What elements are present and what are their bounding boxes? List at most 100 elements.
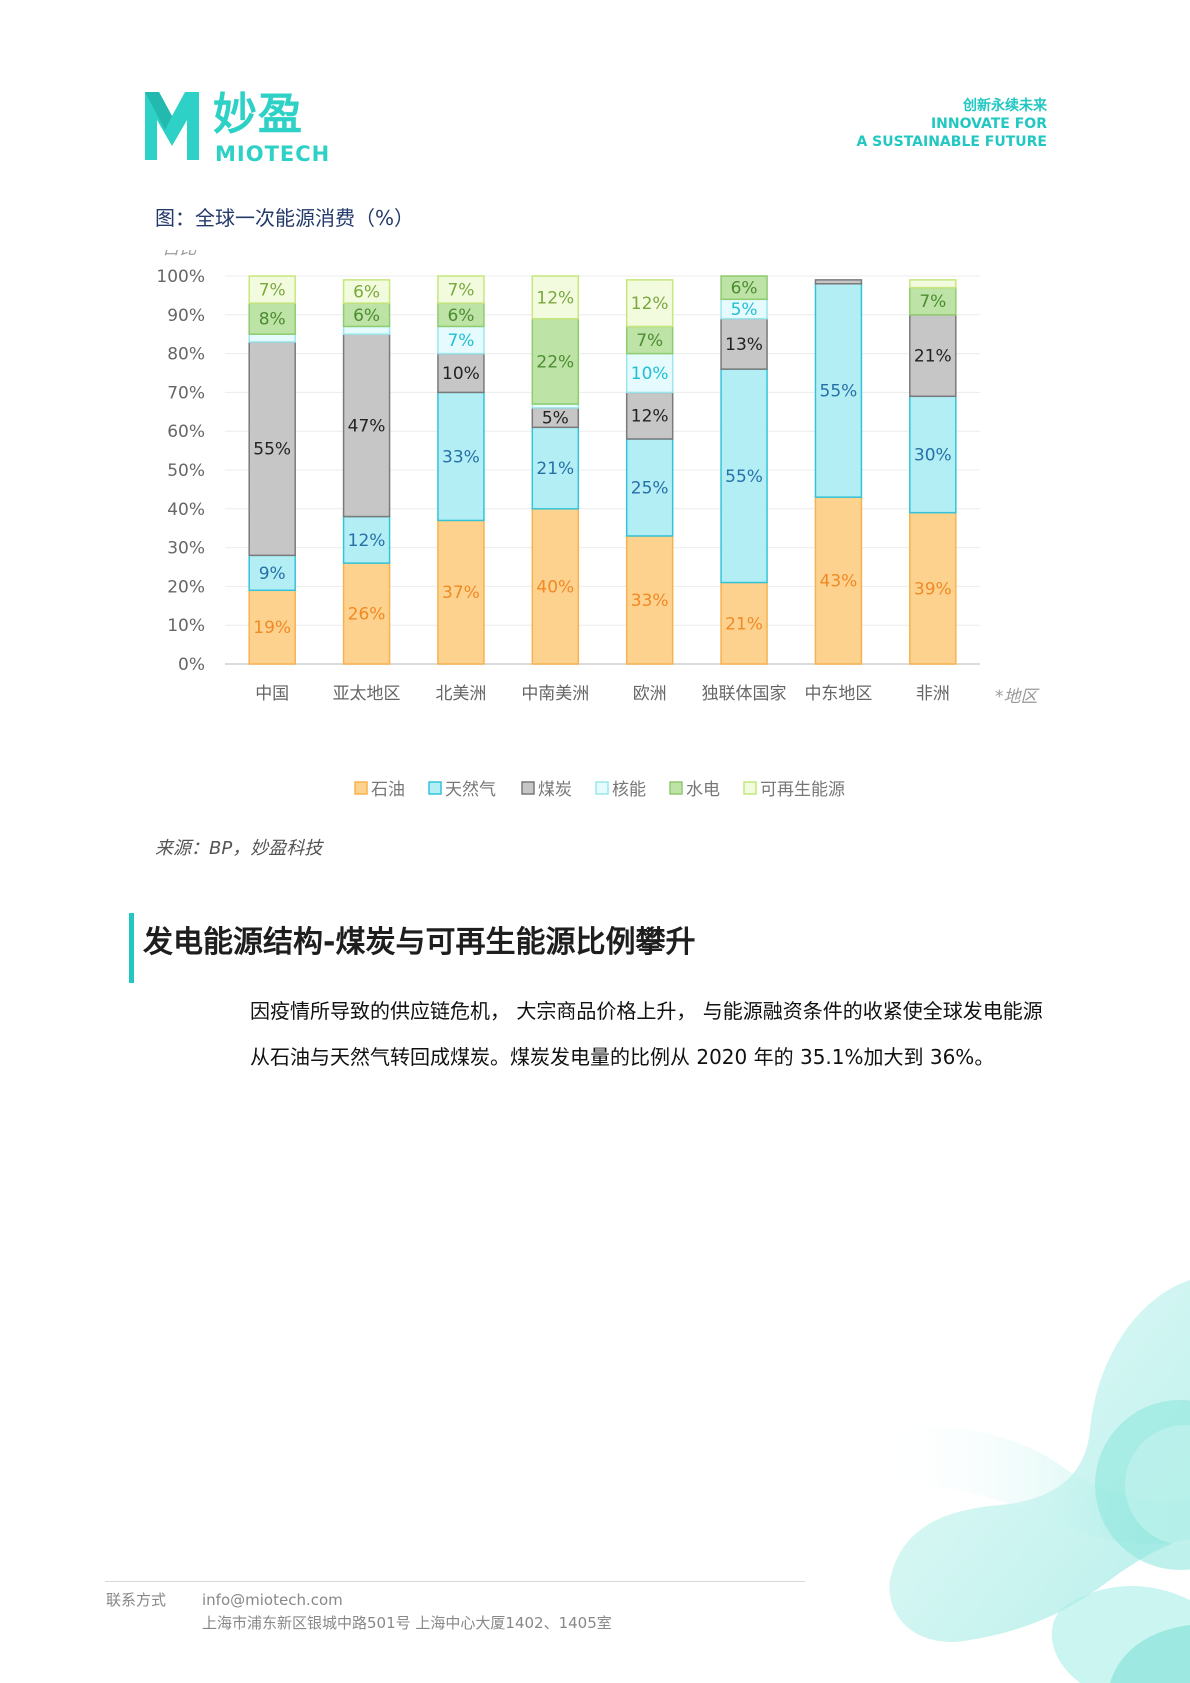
data-label: 13% (725, 335, 763, 355)
data-label: 7% (447, 331, 474, 351)
y-tick-label: 20% (167, 577, 205, 597)
y-tick-label: 90% (167, 306, 205, 326)
bar-segment (342, 325, 391, 335)
data-label: 7% (447, 281, 474, 301)
legend-label: 可再生能源 (760, 780, 845, 800)
data-label: 5% (542, 409, 569, 429)
x-tick-label: 非洲 (916, 684, 950, 704)
data-label: 55% (725, 467, 763, 487)
bar-segment (437, 275, 485, 304)
bar-segment (814, 279, 863, 285)
bar-segment (625, 279, 674, 328)
bar-segment (342, 515, 391, 564)
data-label: 21% (536, 459, 574, 479)
bar-segment (437, 325, 485, 355)
data-label: 8% (259, 310, 286, 330)
data-label: 37% (442, 583, 480, 603)
legend-swatch (743, 781, 757, 795)
data-label: 30% (914, 445, 952, 465)
section-paragraph: 因疫情所导致的供应链危机， 大宗商品价格上升， 与能源融资条件的收紧使全球发电能… (250, 999, 1043, 1069)
bar-segment (531, 426, 580, 510)
legend-label: 石油 (371, 780, 405, 800)
x-tick-label: 北美洲 (435, 684, 486, 704)
data-label: 47% (348, 416, 386, 436)
data-label: 6% (731, 279, 758, 299)
bar-segment (909, 286, 957, 316)
data-label: 6% (353, 306, 380, 326)
y-tick-label: 0% (178, 655, 205, 675)
data-label: 25% (631, 478, 669, 498)
legend-label: 煤炭 (538, 780, 572, 800)
x-tick-label: 欧洲 (633, 684, 667, 704)
data-label: 21% (914, 347, 952, 367)
x-tick-label: 中南美洲 (521, 684, 589, 704)
bar-segment (437, 352, 485, 394)
data-label: 12% (348, 531, 386, 551)
bar-segment (909, 395, 957, 514)
footer-divider (105, 1581, 805, 1582)
y-tick-label: 50% (167, 461, 205, 481)
slogan-line-en-2: A SUSTAINABLE FUTURE (856, 134, 1047, 150)
data-label: 55% (820, 381, 858, 401)
figure-source: 来源：BP，妙盈科技 (155, 838, 323, 859)
bar-segment (625, 325, 674, 355)
bar-segment (814, 496, 863, 665)
footer-contact-label: 联系方式 (106, 1591, 167, 1609)
data-label: 33% (631, 591, 669, 611)
data-label: 9% (259, 564, 286, 584)
legend-label: 水电 (686, 780, 720, 800)
brand-slogan: 创新永续未来 INNOVATE FOR A SUSTAINABLE FUTURE (856, 97, 1047, 151)
bar-segment (625, 352, 674, 394)
data-label: 12% (631, 294, 669, 314)
y-tick-label: 80% (167, 345, 205, 365)
bar-segment (531, 275, 580, 320)
data-label: 12% (536, 288, 574, 308)
data-label: 26% (348, 605, 386, 625)
x-tick-label: 独联体国家 (702, 684, 787, 704)
y-tick-label: 40% (167, 500, 205, 520)
data-label: 5% (731, 300, 758, 320)
data-label: 21% (725, 614, 763, 634)
data-label: 33% (442, 447, 480, 467)
bar-segment (342, 333, 391, 518)
logo-m-icon (145, 92, 199, 160)
legend-label: 天然气 (445, 780, 496, 800)
data-label: 22% (536, 352, 574, 372)
section-accent-bar (129, 913, 134, 983)
legend-swatch (354, 781, 368, 795)
data-label: 39% (914, 579, 952, 599)
y-tick-label: 60% (167, 422, 205, 442)
bar-segment (342, 279, 391, 304)
bar-segment (531, 508, 580, 665)
brand-logo: 妙盈 MIOTECH (143, 90, 373, 170)
legend-label: 核能 (612, 780, 646, 800)
data-label: 7% (919, 292, 946, 312)
slogan-line-en-1: INNOVATE FOR (930, 116, 1047, 132)
data-label: 40% (536, 577, 574, 597)
data-label: 12% (631, 407, 669, 427)
data-label: 19% (253, 618, 291, 638)
bar-segment (248, 275, 296, 304)
bar-segment (437, 391, 485, 522)
data-label: 55% (253, 440, 291, 460)
data-label: 43% (820, 572, 858, 592)
bar-segment (531, 317, 580, 405)
legend-swatch (521, 781, 535, 795)
bar-segment (720, 275, 768, 301)
x-tick-label: 亚太地区 (333, 684, 401, 704)
x-axis-title: *地区 (995, 687, 1041, 707)
y-axis-title: *占比 (154, 250, 198, 259)
bar-segment (909, 279, 957, 289)
footer-email: info@miotech.com (202, 1591, 343, 1609)
bar-segment (909, 314, 957, 398)
legend-swatch (428, 781, 442, 795)
y-tick-label: 10% (167, 616, 205, 636)
legend-swatch (669, 781, 683, 795)
bar-segment (342, 562, 391, 665)
data-label: 6% (447, 306, 474, 326)
bar-segment (248, 589, 296, 665)
data-label: 7% (259, 281, 286, 301)
slogan-line-cn: 创新永续未来 (963, 98, 1047, 114)
decorative-molecule-graphic (880, 1280, 1190, 1683)
bar-segment (437, 519, 485, 665)
